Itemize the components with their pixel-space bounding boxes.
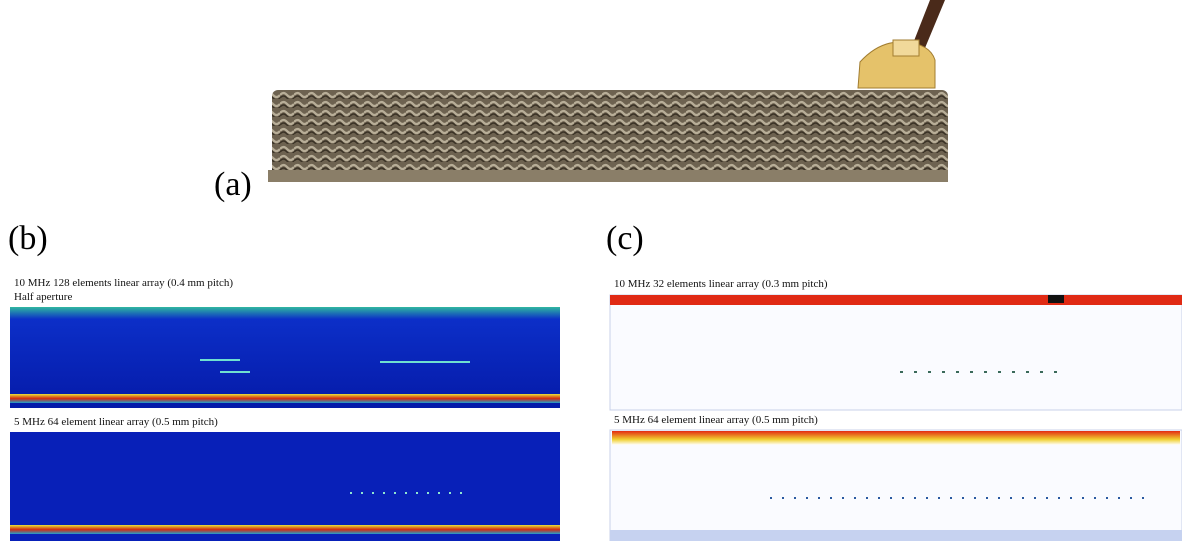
ultrasound-image bbox=[610, 295, 1182, 410]
image-caption: 10 MHz 32 elements linear array (0.3 mm … bbox=[614, 279, 828, 290]
image-caption: 5 MHz 64 element linear array (0.5 mm pi… bbox=[14, 417, 218, 428]
panel-label: (b) bbox=[8, 222, 48, 256]
image-caption: 5 MHz 64 element linear array (0.5 mm pi… bbox=[614, 415, 818, 426]
ultrasound-image bbox=[10, 307, 560, 408]
image-subcaption: Half aperture bbox=[14, 292, 72, 303]
panel-label: (c) bbox=[606, 222, 644, 256]
specimen-photo bbox=[268, 0, 948, 182]
image-caption: 10 MHz 128 elements linear array (0.4 mm… bbox=[14, 278, 233, 289]
panel-label: (a) bbox=[214, 168, 252, 202]
ultrasound-image bbox=[10, 432, 560, 541]
figure-graphics bbox=[0, 0, 1182, 541]
figure: (a) (b) (c) 10 MHz 128 elements linear a… bbox=[0, 0, 1182, 541]
ultrasound-image bbox=[610, 430, 1182, 541]
